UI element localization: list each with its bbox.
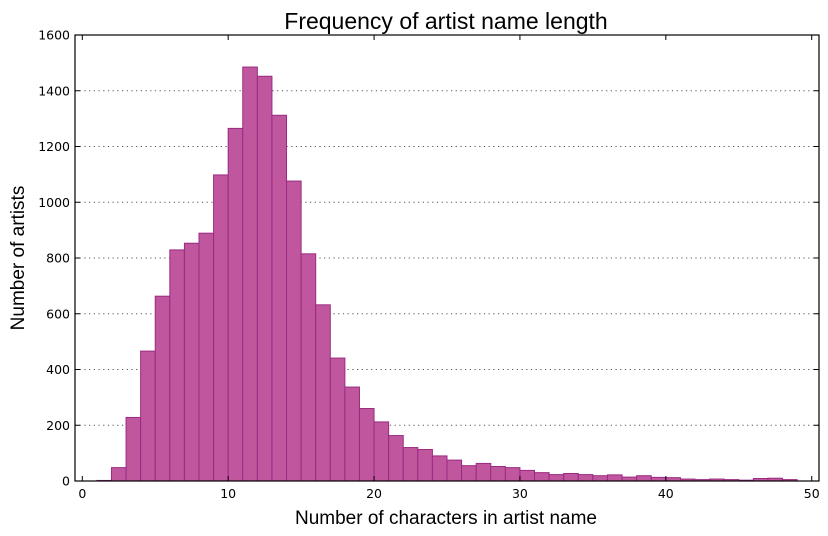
histogram-bar: [577, 474, 594, 482]
histogram-bar: [534, 472, 550, 482]
y-tick-label: 1200: [38, 139, 70, 154]
x-tick-label: 20: [366, 486, 382, 501]
histogram-bar: [358, 408, 375, 482]
y-tick-label: 600: [46, 306, 70, 321]
histogram-bar: [110, 467, 127, 482]
histogram-bar: [636, 475, 652, 482]
x-tick-label: 0: [78, 486, 86, 501]
histogram-bar: [490, 466, 506, 482]
y-tick-label: 0: [62, 474, 70, 489]
histogram-bar: [169, 249, 185, 482]
x-tick-label: 30: [512, 486, 528, 501]
histogram-bar: [519, 469, 536, 482]
histogram-bar: [388, 435, 404, 482]
histogram-bar: [256, 75, 273, 482]
histogram-bar: [315, 304, 331, 482]
histogram-bar: [461, 465, 477, 482]
histogram-bar: [329, 357, 346, 482]
histogram-bar: [373, 421, 390, 482]
histogram-bar: [286, 180, 302, 482]
x-tick-label: 40: [658, 486, 674, 501]
histogram-bar: [271, 114, 288, 482]
bars: [96, 66, 798, 482]
histogram-bar: [475, 462, 492, 482]
histogram-bar: [606, 474, 623, 482]
histogram-bar: [417, 449, 433, 482]
y-axis-label: Number of artists: [8, 186, 29, 331]
histogram-bar: [242, 66, 258, 482]
y-tick-label: 1600: [38, 28, 70, 43]
histogram-bar: [213, 174, 229, 482]
histogram-bar: [154, 295, 171, 482]
histogram-bar: [198, 232, 215, 482]
chart-title: Frequency of artist name length: [284, 8, 607, 34]
histogram-bar: [344, 386, 360, 482]
histogram-bar: [548, 474, 565, 482]
histogram-bar: [563, 472, 579, 482]
y-tick-label: 1400: [38, 83, 70, 98]
y-tick-label: 800: [46, 251, 70, 266]
histogram-bar: [446, 459, 463, 482]
histogram-bar: [227, 127, 244, 482]
y-tick-label: 200: [46, 418, 70, 433]
x-tick-label: 50: [804, 486, 820, 501]
x-tick-label: 10: [220, 486, 236, 501]
y-axis-ticks: 0 200 400 600 800 1000 1200 1400 1600: [38, 28, 819, 489]
y-tick-label: 1000: [38, 195, 70, 210]
histogram-bar: [140, 350, 156, 482]
y-tick-label: 400: [46, 362, 70, 377]
histogram-bar: [431, 455, 448, 482]
histogram-bar: [592, 475, 608, 482]
histogram-bar: [300, 253, 317, 482]
histogram-bar: [125, 416, 142, 482]
grid-lines: [75, 90, 819, 426]
x-axis-label: Number of characters in artist name: [295, 508, 597, 529]
x-axis-ticks: 0 10 20 30 40 50: [78, 35, 820, 501]
histogram-bar: [402, 447, 419, 482]
histogram-bar: [183, 242, 200, 482]
histogram-bar: [504, 467, 521, 482]
